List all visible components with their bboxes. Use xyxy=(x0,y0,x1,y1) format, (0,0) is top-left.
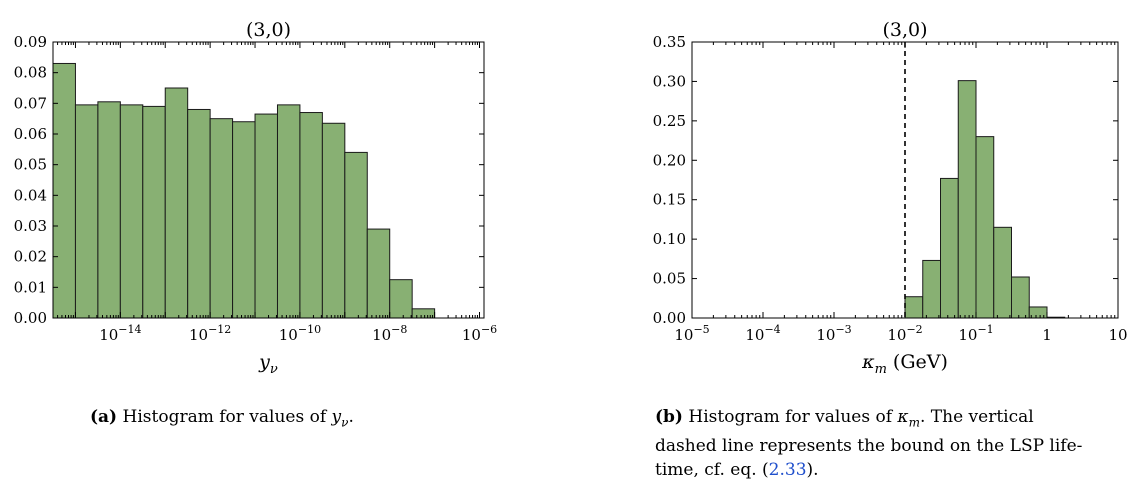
histogram-y-nu: 0.00 0.01 0.02 0.03 0.04 0.05 0.06 0.07 0.08 0.09… xyxy=(14,19,498,377)
chart-b-bar xyxy=(904,296,924,319)
chart-a-ytick-label: 0.06 xyxy=(14,125,47,143)
chart-b-ytick-label: 0.35 xyxy=(653,33,686,51)
chart-b-xtick-label: 10−4 xyxy=(745,323,780,344)
caption-b-line-3: time, cf. eq. (2.33). xyxy=(655,458,1131,482)
chart-b-xtick-label: 10−3 xyxy=(816,323,851,344)
chart-b-xtick-label: 10−2 xyxy=(887,323,922,344)
caption-a-text: Histogram for values of xyxy=(122,407,332,427)
chart-b-bar xyxy=(993,226,1012,319)
chart-a-ytick-label: 0.07 xyxy=(14,94,47,112)
caption-b-math-sub: m xyxy=(908,415,920,430)
chart-a-ytick-label: 0.00 xyxy=(14,309,47,327)
chart-b-title: (3,0) xyxy=(882,19,927,41)
equation-ref-link[interactable]: 2.33 xyxy=(768,460,807,481)
chart-a-xtick-label: 10−14 xyxy=(99,323,141,344)
chart-a-bar xyxy=(142,105,166,319)
chart-a-bar xyxy=(52,62,76,319)
chart-b-ytick-label: 0.10 xyxy=(653,230,686,248)
chart-b-xtick-label: 10−1 xyxy=(958,323,993,344)
chart-a-xlabel: yν xyxy=(258,351,278,377)
chart-a-ytick-label: 0.03 xyxy=(14,217,47,235)
chart-a-bar xyxy=(389,279,413,319)
chart-b-xlabel: κm (GeV) xyxy=(861,351,948,377)
caption-b-math: κ xyxy=(897,407,909,427)
caption-b-line-1: (b) Histogram for values of κm. The vert… xyxy=(655,405,1131,434)
caption-a-tag: (a) xyxy=(90,407,118,427)
chart-a-bar xyxy=(344,151,368,319)
chart-a-title: (3,0) xyxy=(246,19,291,41)
chart-b-bar xyxy=(1011,276,1030,319)
chart-a-xtick-label: 10−10 xyxy=(279,323,321,344)
chart-a-bar xyxy=(187,108,211,319)
chart-b-bar xyxy=(940,177,959,319)
chart-b-ytick-label: 0.30 xyxy=(653,72,686,90)
chart-b-xtick-label: 10−5 xyxy=(674,323,709,344)
chart-a-bar xyxy=(366,228,391,319)
chart-b-bar xyxy=(1028,306,1048,319)
chart-a-bar xyxy=(232,121,256,319)
chart-b-ytick-label: 0.20 xyxy=(653,151,686,169)
chart-a-ytick-label: 0.08 xyxy=(14,64,47,82)
chart-b-bar xyxy=(957,80,977,319)
chart-b-xtick-label: 1 xyxy=(1042,326,1052,344)
caption-b: (b) Histogram for values of κm. The vert… xyxy=(655,405,1131,482)
chart-b-ytick-label: 0.05 xyxy=(653,270,686,288)
caption-b-text-3-end: ). xyxy=(806,460,819,481)
caption-b-text-1: Histogram for values of xyxy=(688,407,898,427)
chart-a-bar xyxy=(97,101,121,319)
caption-a: (a) Histogram for values of yν. xyxy=(90,405,510,434)
caption-a-end: . xyxy=(348,407,354,427)
caption-b-text-3: time, cf. eq. ( xyxy=(655,460,769,481)
caption-a-math: y xyxy=(331,407,342,427)
chart-b-ytick-label: 0.25 xyxy=(653,112,686,130)
chart-a-bar xyxy=(276,104,301,319)
caption-a-math-sub: ν xyxy=(341,415,349,430)
chart-b-xtick-label: 10 xyxy=(1108,326,1127,344)
caption-b-line-2: dashed line represents the bound on the … xyxy=(655,436,1083,457)
chart-a-xtick-label: 10−12 xyxy=(189,323,231,344)
caption-b-text-1-end: . The vertical xyxy=(919,407,1034,427)
chart-b-ytick-label: 0.00 xyxy=(653,309,686,327)
chart-a-ytick-label: 0.05 xyxy=(14,156,47,174)
chart-a-bar xyxy=(164,87,189,319)
chart-a-bar xyxy=(411,308,436,319)
histogram-kappa-m: 0.00 0.05 0.10 0.15 0.20 0.25 0.30 0.35 10−5 10−4… xyxy=(653,19,1128,377)
chart-a-bar xyxy=(119,104,144,319)
chart-a-bar xyxy=(74,104,99,319)
chart-a-xtick-label: 10−6 xyxy=(462,323,497,344)
chart-a-ytick-label: 0.04 xyxy=(14,186,47,204)
chart-a-bar xyxy=(209,118,234,319)
chart-a-bar xyxy=(321,122,346,319)
chart-a-xtick-label: 10−8 xyxy=(372,323,407,344)
chart-b-bar xyxy=(975,136,995,319)
chart-a-ytick-label: 0.01 xyxy=(14,278,47,296)
chart-a-ytick-label: 0.09 xyxy=(14,33,47,51)
chart-a-bar xyxy=(299,112,323,319)
chart-a-bar xyxy=(254,113,278,319)
caption-b-tag: (b) xyxy=(655,407,683,427)
chart-a-ytick-label: 0.02 xyxy=(14,248,47,266)
chart-b-bar xyxy=(922,259,941,319)
chart-b-ytick-label: 0.15 xyxy=(653,191,686,209)
